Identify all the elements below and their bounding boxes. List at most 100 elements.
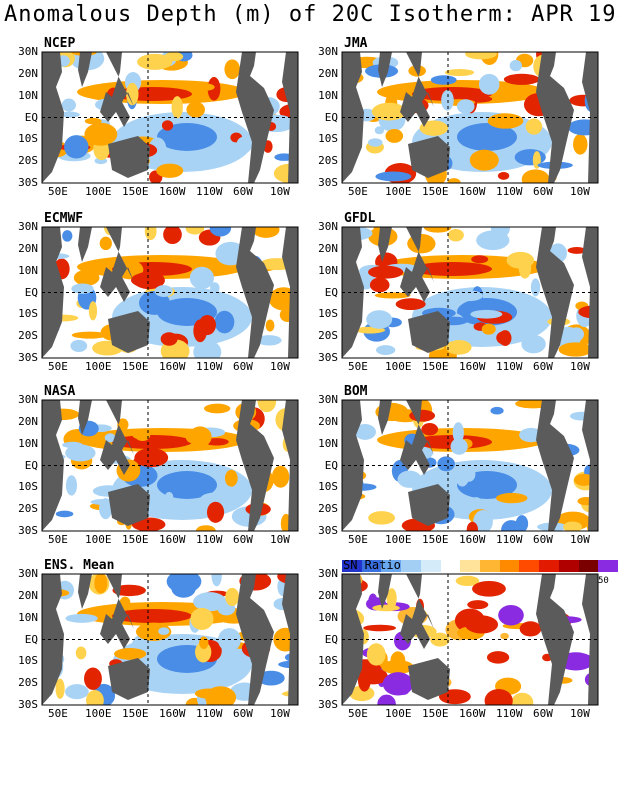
lon-tick-label: 110W: [496, 707, 523, 720]
lat-tick-label: 20S: [18, 329, 38, 343]
land-australia: [108, 484, 150, 526]
anomaly-patch: [71, 283, 94, 294]
lat-tick-label: 30S: [18, 351, 38, 364]
colorbar-swatch: [401, 560, 421, 572]
anomaly-patch: [397, 470, 422, 488]
anomaly-patch: [73, 269, 100, 286]
anomaly-patch: [193, 592, 227, 612]
map-panel: GFDL 30N 20N 10N EQ 10S 20S 30S 50E 100E 150E 160W 1…: [300, 211, 600, 390]
lon-tick-label: 10W: [270, 533, 290, 546]
anomaly-patch: [126, 82, 139, 106]
lon-tick-label: 60W: [533, 360, 553, 373]
anomaly-patch: [375, 345, 396, 355]
lat-tick-label: 10S: [318, 480, 338, 494]
lon-tick-label: 60W: [533, 707, 553, 720]
anomaly-patch: [236, 136, 253, 153]
anomaly-patch: [65, 613, 98, 623]
lon-tick-label: 110W: [196, 533, 223, 546]
map-frame: [41, 51, 299, 184]
lon-tick-label: 100E: [85, 185, 112, 198]
lat-tick-label: EQ: [24, 632, 38, 646]
anomaly-patch: [189, 266, 215, 290]
anomaly-patch: [511, 692, 534, 705]
anomaly-patch: [164, 52, 184, 62]
anomaly-patch: [114, 648, 147, 660]
anomaly-patch: [447, 178, 461, 183]
anomaly-patch: [472, 580, 506, 597]
land-india: [378, 227, 392, 262]
anomaly-patch: [481, 323, 496, 335]
anomaly-patch: [94, 574, 108, 594]
land-se-asia: [100, 227, 134, 302]
lon-tick-label: 10W: [570, 533, 590, 546]
anomaly-patch: [252, 227, 280, 238]
panel-label: NASA: [44, 384, 76, 399]
land-se-asia: [100, 52, 134, 127]
lon-tick-label: 100E: [85, 360, 112, 373]
map-frame: [41, 226, 299, 359]
lon-tick-label: 160W: [459, 185, 486, 198]
anomaly-strong-warm: [112, 435, 192, 449]
anomaly-patch: [71, 331, 108, 339]
colorbar-tick: 50: [598, 576, 609, 586]
lon-tick-label: 110W: [496, 360, 523, 373]
anomaly-patch: [65, 475, 78, 496]
lon-tick-label: 100E: [85, 533, 112, 546]
colorbar-swatch: [480, 560, 500, 572]
map-panel: ECMWF 30N 20N 10N EQ 10S 20S 30S 50E 100E 150E 160W…: [0, 211, 300, 390]
lat-tick-label: EQ: [324, 632, 338, 646]
land-australia: [408, 484, 450, 526]
land-se-asia: [100, 574, 134, 649]
anomaly-patch: [573, 133, 588, 155]
anomaly-patch: [377, 694, 396, 705]
panel-label: ECMWF: [44, 211, 84, 226]
lon-tick-label: 50E: [348, 707, 368, 720]
colorbar-swatch: [578, 560, 599, 572]
anomaly-patch: [64, 135, 89, 159]
lon-tick-label: 100E: [385, 707, 412, 720]
lon-tick-label: 50E: [348, 533, 368, 546]
lat-tick-label: 10N: [18, 88, 38, 102]
anomaly-patch: [525, 118, 543, 135]
anomaly-patch: [158, 627, 170, 635]
map-plot: [341, 573, 599, 706]
lat-tick-label: 10N: [18, 436, 38, 450]
land-se-asia: [400, 227, 434, 302]
land-india: [378, 400, 392, 435]
land-india: [78, 400, 92, 435]
anomaly-patch: [421, 422, 439, 436]
anomaly-patch: [70, 339, 88, 352]
lat-tick-label: 30N: [18, 45, 38, 58]
map-plot: [41, 51, 299, 184]
anomaly-patch: [205, 686, 237, 705]
lon-tick-label: 10W: [270, 707, 290, 720]
land-australia: [408, 136, 450, 178]
anomaly-patch: [371, 102, 407, 121]
land-africa: [42, 574, 64, 705]
anomaly-patch: [430, 75, 457, 85]
anomaly-patch: [86, 690, 104, 705]
lon-tick-label: 60W: [233, 360, 253, 373]
lat-tick-label: 10N: [318, 88, 338, 102]
lon-tick-label: 110W: [196, 185, 223, 198]
lat-tick-label: EQ: [324, 458, 338, 472]
lat-tick-label: 30S: [318, 176, 338, 189]
anomaly-patch: [484, 688, 513, 705]
lon-tick-label: 50E: [48, 533, 68, 546]
lon-tick-label: 150E: [122, 707, 149, 720]
colorbar-swatch: [539, 560, 559, 572]
anomaly-strong-cool: [157, 123, 217, 151]
anomaly-patch: [462, 466, 476, 482]
anomaly-patch: [438, 689, 471, 705]
lat-tick-label: EQ: [324, 110, 338, 124]
lon-tick-label: 150E: [122, 185, 149, 198]
anomaly-patch: [198, 314, 216, 336]
anomaly-patch: [486, 651, 510, 664]
anomaly-patch: [369, 277, 390, 293]
anomaly-patch: [366, 310, 393, 329]
land-africa: [342, 52, 364, 183]
anomaly-patch: [455, 575, 480, 586]
anomaly-patch: [224, 59, 241, 80]
anomaly-patch: [368, 511, 396, 525]
map-frame: [41, 399, 299, 532]
